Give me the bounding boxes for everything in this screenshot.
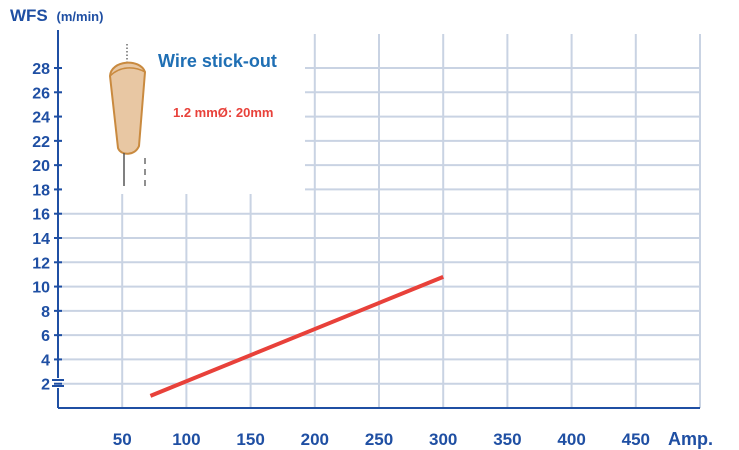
y-tick-label-22: 22 [32,134,50,151]
axes [52,30,700,409]
x-tick-label-400: 400 [557,430,585,449]
x-tick-label-100: 100 [172,430,200,449]
x-axis-title: Amp. [668,429,713,449]
series-line-0 [149,275,444,398]
x-tick-label-300: 300 [429,430,457,449]
x-tick-label-50: 50 [113,430,132,449]
series-lines [149,275,444,398]
x-tick-label-150: 150 [236,430,264,449]
x-tick-label-200: 200 [301,430,329,449]
contact-tip-bore [109,67,146,77]
contact-tip-shape [108,61,147,155]
y-tick-label-26: 26 [32,85,50,102]
y-tick-label-2: 2 [41,377,50,394]
y-tick-label-24: 24 [32,110,50,127]
electrode-icon [108,44,147,186]
x-tick-label-350: 350 [493,430,521,449]
y-tick-label-20: 20 [32,158,50,175]
y-tick-label-4: 4 [41,352,50,369]
inset-note: 1.2 mmØ: 20mm [173,105,273,120]
inset-background [62,34,305,194]
x-tick-label-450: 450 [622,430,650,449]
y-axis-label: WFS [10,6,48,25]
y-axis-unit: (m/min) [57,9,104,24]
y-tick-label-28: 28 [32,61,50,78]
y-tick-label-16: 16 [32,207,50,224]
grid-lines [58,34,701,408]
y-tick-label-18: 18 [32,182,50,199]
y-tick-label-14: 14 [32,231,50,248]
stick-out-inset: Wire stick-out 1.2 mmØ: 20mm [62,34,305,194]
y-tick-label-8: 8 [41,304,50,321]
y-tick-label-6: 6 [41,328,50,345]
y-tick-label-12: 12 [32,255,50,272]
x-tick-label-250: 250 [365,430,393,449]
inset-title: Wire stick-out [158,51,277,71]
y-tick-label-10: 10 [32,280,50,297]
y-axis-title: WFS (m/min) [10,6,103,25]
